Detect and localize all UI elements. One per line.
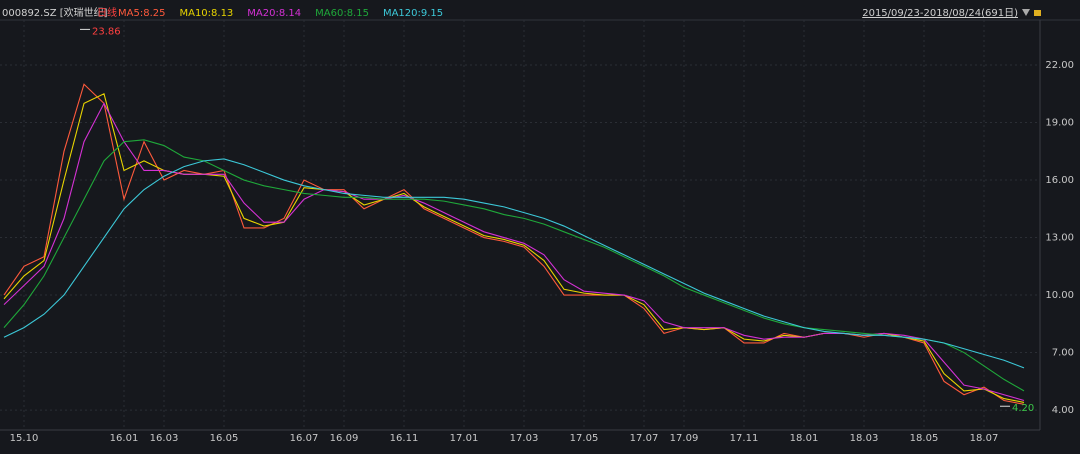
y-tick-label: 19.00 [1045, 118, 1074, 129]
y-tick-label: 16.00 [1045, 175, 1074, 186]
x-tick-label: 15.10 [10, 433, 39, 444]
x-tick-label: 17.07 [630, 433, 659, 444]
ma-line [3, 83, 1025, 405]
x-tick-label: 17.05 [570, 433, 599, 444]
chart-title: 000892.SZ [欢瑞世纪] [2, 6, 108, 19]
y-tick-label: 10.00 [1045, 290, 1074, 301]
x-tick-label: 17.09 [670, 433, 699, 444]
y-tick-label: 22.00 [1045, 60, 1074, 71]
chart-subtitle: 日线 [97, 6, 117, 19]
annotation: 23.86 [92, 26, 121, 37]
legend-entry: MA10:8.13 [179, 8, 233, 19]
x-tick-label: 16.03 [150, 433, 179, 444]
x-tick-label: 16.09 [330, 433, 359, 444]
x-tick-label: 18.07 [970, 433, 999, 444]
y-tick-label: 4.00 [1052, 405, 1074, 416]
x-tick-label: 17.01 [450, 433, 479, 444]
lock-icon[interactable] [1034, 10, 1041, 16]
y-tick-label: 7.00 [1052, 348, 1074, 359]
legend-entry: MA5:8.25 [118, 8, 165, 19]
x-tick-label: 17.11 [730, 433, 759, 444]
annotation: 4.20 [1012, 403, 1034, 414]
x-tick-label: 16.07 [290, 433, 319, 444]
legend-entry: MA20:8.14 [247, 8, 301, 19]
x-tick-label: 16.01 [110, 433, 139, 444]
y-tick-label: 13.00 [1045, 233, 1074, 244]
dropdown-icon[interactable] [1022, 9, 1030, 16]
ma-line [3, 139, 1025, 392]
date-range: 2015/09/23-2018/08/24(691日) [862, 8, 1018, 19]
x-tick-label: 18.05 [910, 433, 939, 444]
ma-line [3, 158, 1025, 369]
x-tick-label: 17.03 [510, 433, 539, 444]
legend-entry: MA60:8.15 [315, 8, 369, 19]
legend-entry: MA120:9.15 [383, 8, 443, 19]
x-tick-label: 18.01 [790, 433, 819, 444]
x-tick-label: 16.11 [390, 433, 419, 444]
x-tick-label: 16.05 [210, 433, 239, 444]
x-tick-label: 18.03 [850, 433, 879, 444]
